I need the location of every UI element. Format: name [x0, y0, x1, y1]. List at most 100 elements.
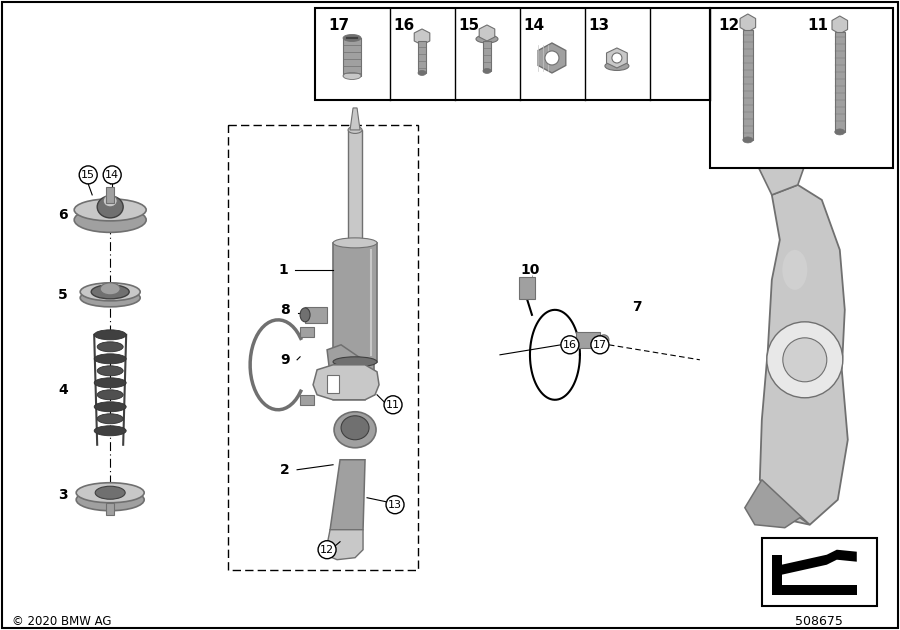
Ellipse shape: [104, 195, 117, 207]
Ellipse shape: [333, 357, 377, 367]
Text: 14: 14: [523, 18, 544, 33]
Ellipse shape: [94, 354, 126, 364]
Text: 6: 6: [58, 208, 68, 222]
Bar: [761, 538, 877, 605]
Polygon shape: [755, 135, 805, 195]
Ellipse shape: [343, 35, 361, 42]
Text: 12: 12: [718, 18, 739, 33]
Polygon shape: [538, 43, 566, 73]
Text: 3: 3: [58, 488, 68, 501]
Polygon shape: [782, 550, 857, 575]
Ellipse shape: [91, 285, 130, 299]
Polygon shape: [330, 460, 365, 540]
Ellipse shape: [94, 378, 126, 388]
Circle shape: [561, 336, 579, 354]
Ellipse shape: [343, 72, 361, 79]
Circle shape: [591, 336, 609, 354]
Text: 8: 8: [280, 303, 290, 317]
Bar: [106, 503, 114, 515]
Polygon shape: [745, 479, 810, 528]
Polygon shape: [740, 14, 756, 32]
Text: 9: 9: [280, 353, 290, 367]
Ellipse shape: [483, 69, 491, 74]
Ellipse shape: [835, 129, 845, 135]
Ellipse shape: [100, 283, 121, 295]
Polygon shape: [327, 345, 365, 400]
Text: 10: 10: [520, 263, 540, 277]
Ellipse shape: [97, 196, 123, 218]
Circle shape: [386, 496, 404, 513]
Text: 13: 13: [588, 18, 609, 33]
Circle shape: [104, 166, 122, 184]
Text: 1: 1: [278, 263, 288, 277]
Text: 13: 13: [388, 500, 402, 510]
Text: 2: 2: [280, 463, 290, 477]
Text: 15: 15: [458, 18, 479, 33]
Bar: [742, 30, 752, 140]
Bar: [333, 243, 377, 362]
Ellipse shape: [74, 199, 146, 221]
Polygon shape: [479, 25, 495, 41]
Ellipse shape: [97, 366, 123, 376]
Bar: [300, 395, 314, 405]
Circle shape: [783, 338, 827, 382]
Ellipse shape: [97, 390, 123, 400]
Ellipse shape: [94, 402, 126, 412]
Polygon shape: [350, 108, 360, 130]
Text: 7: 7: [632, 300, 642, 314]
Ellipse shape: [80, 289, 140, 307]
Ellipse shape: [418, 71, 426, 76]
Ellipse shape: [76, 483, 144, 503]
Ellipse shape: [300, 308, 310, 322]
Bar: [336, 360, 374, 395]
Bar: [315, 8, 710, 100]
Circle shape: [612, 53, 622, 63]
Polygon shape: [325, 530, 363, 559]
Polygon shape: [414, 29, 430, 45]
Text: 4: 4: [58, 383, 68, 397]
Ellipse shape: [74, 207, 146, 232]
Bar: [519, 277, 535, 299]
Text: 16: 16: [562, 340, 577, 350]
Polygon shape: [760, 185, 848, 525]
Ellipse shape: [333, 238, 377, 248]
Polygon shape: [313, 365, 379, 400]
Circle shape: [318, 541, 336, 559]
Ellipse shape: [94, 330, 126, 340]
Text: 17: 17: [593, 340, 607, 350]
Polygon shape: [832, 16, 848, 34]
Ellipse shape: [97, 342, 123, 352]
Ellipse shape: [76, 489, 144, 511]
Text: 16: 16: [393, 18, 414, 33]
Text: 14: 14: [105, 170, 119, 180]
Ellipse shape: [348, 127, 362, 134]
Text: 15: 15: [81, 170, 95, 180]
Bar: [348, 130, 362, 245]
Bar: [300, 327, 314, 337]
Ellipse shape: [782, 250, 807, 290]
Ellipse shape: [341, 416, 369, 440]
Circle shape: [544, 51, 559, 65]
Ellipse shape: [97, 414, 123, 424]
Polygon shape: [607, 48, 627, 68]
Bar: [835, 32, 845, 132]
Ellipse shape: [476, 35, 498, 43]
Text: 17: 17: [328, 18, 349, 33]
Text: © 2020 BMW AG: © 2020 BMW AG: [13, 615, 112, 628]
Circle shape: [767, 322, 842, 398]
Bar: [710, 8, 893, 168]
Bar: [106, 187, 114, 203]
Ellipse shape: [598, 335, 609, 345]
Bar: [228, 125, 418, 570]
Bar: [305, 307, 327, 323]
Text: 11: 11: [808, 18, 829, 33]
Bar: [483, 41, 491, 71]
Bar: [576, 332, 600, 348]
Ellipse shape: [95, 486, 125, 499]
Ellipse shape: [94, 426, 126, 436]
Ellipse shape: [80, 283, 140, 301]
Ellipse shape: [605, 62, 629, 71]
Bar: [772, 585, 857, 595]
Text: 508675: 508675: [795, 615, 842, 628]
Bar: [772, 554, 782, 590]
